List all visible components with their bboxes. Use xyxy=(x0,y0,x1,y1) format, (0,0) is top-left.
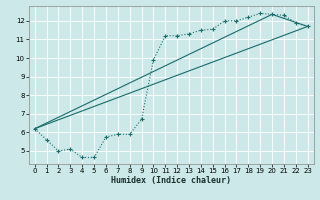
X-axis label: Humidex (Indice chaleur): Humidex (Indice chaleur) xyxy=(111,176,231,185)
